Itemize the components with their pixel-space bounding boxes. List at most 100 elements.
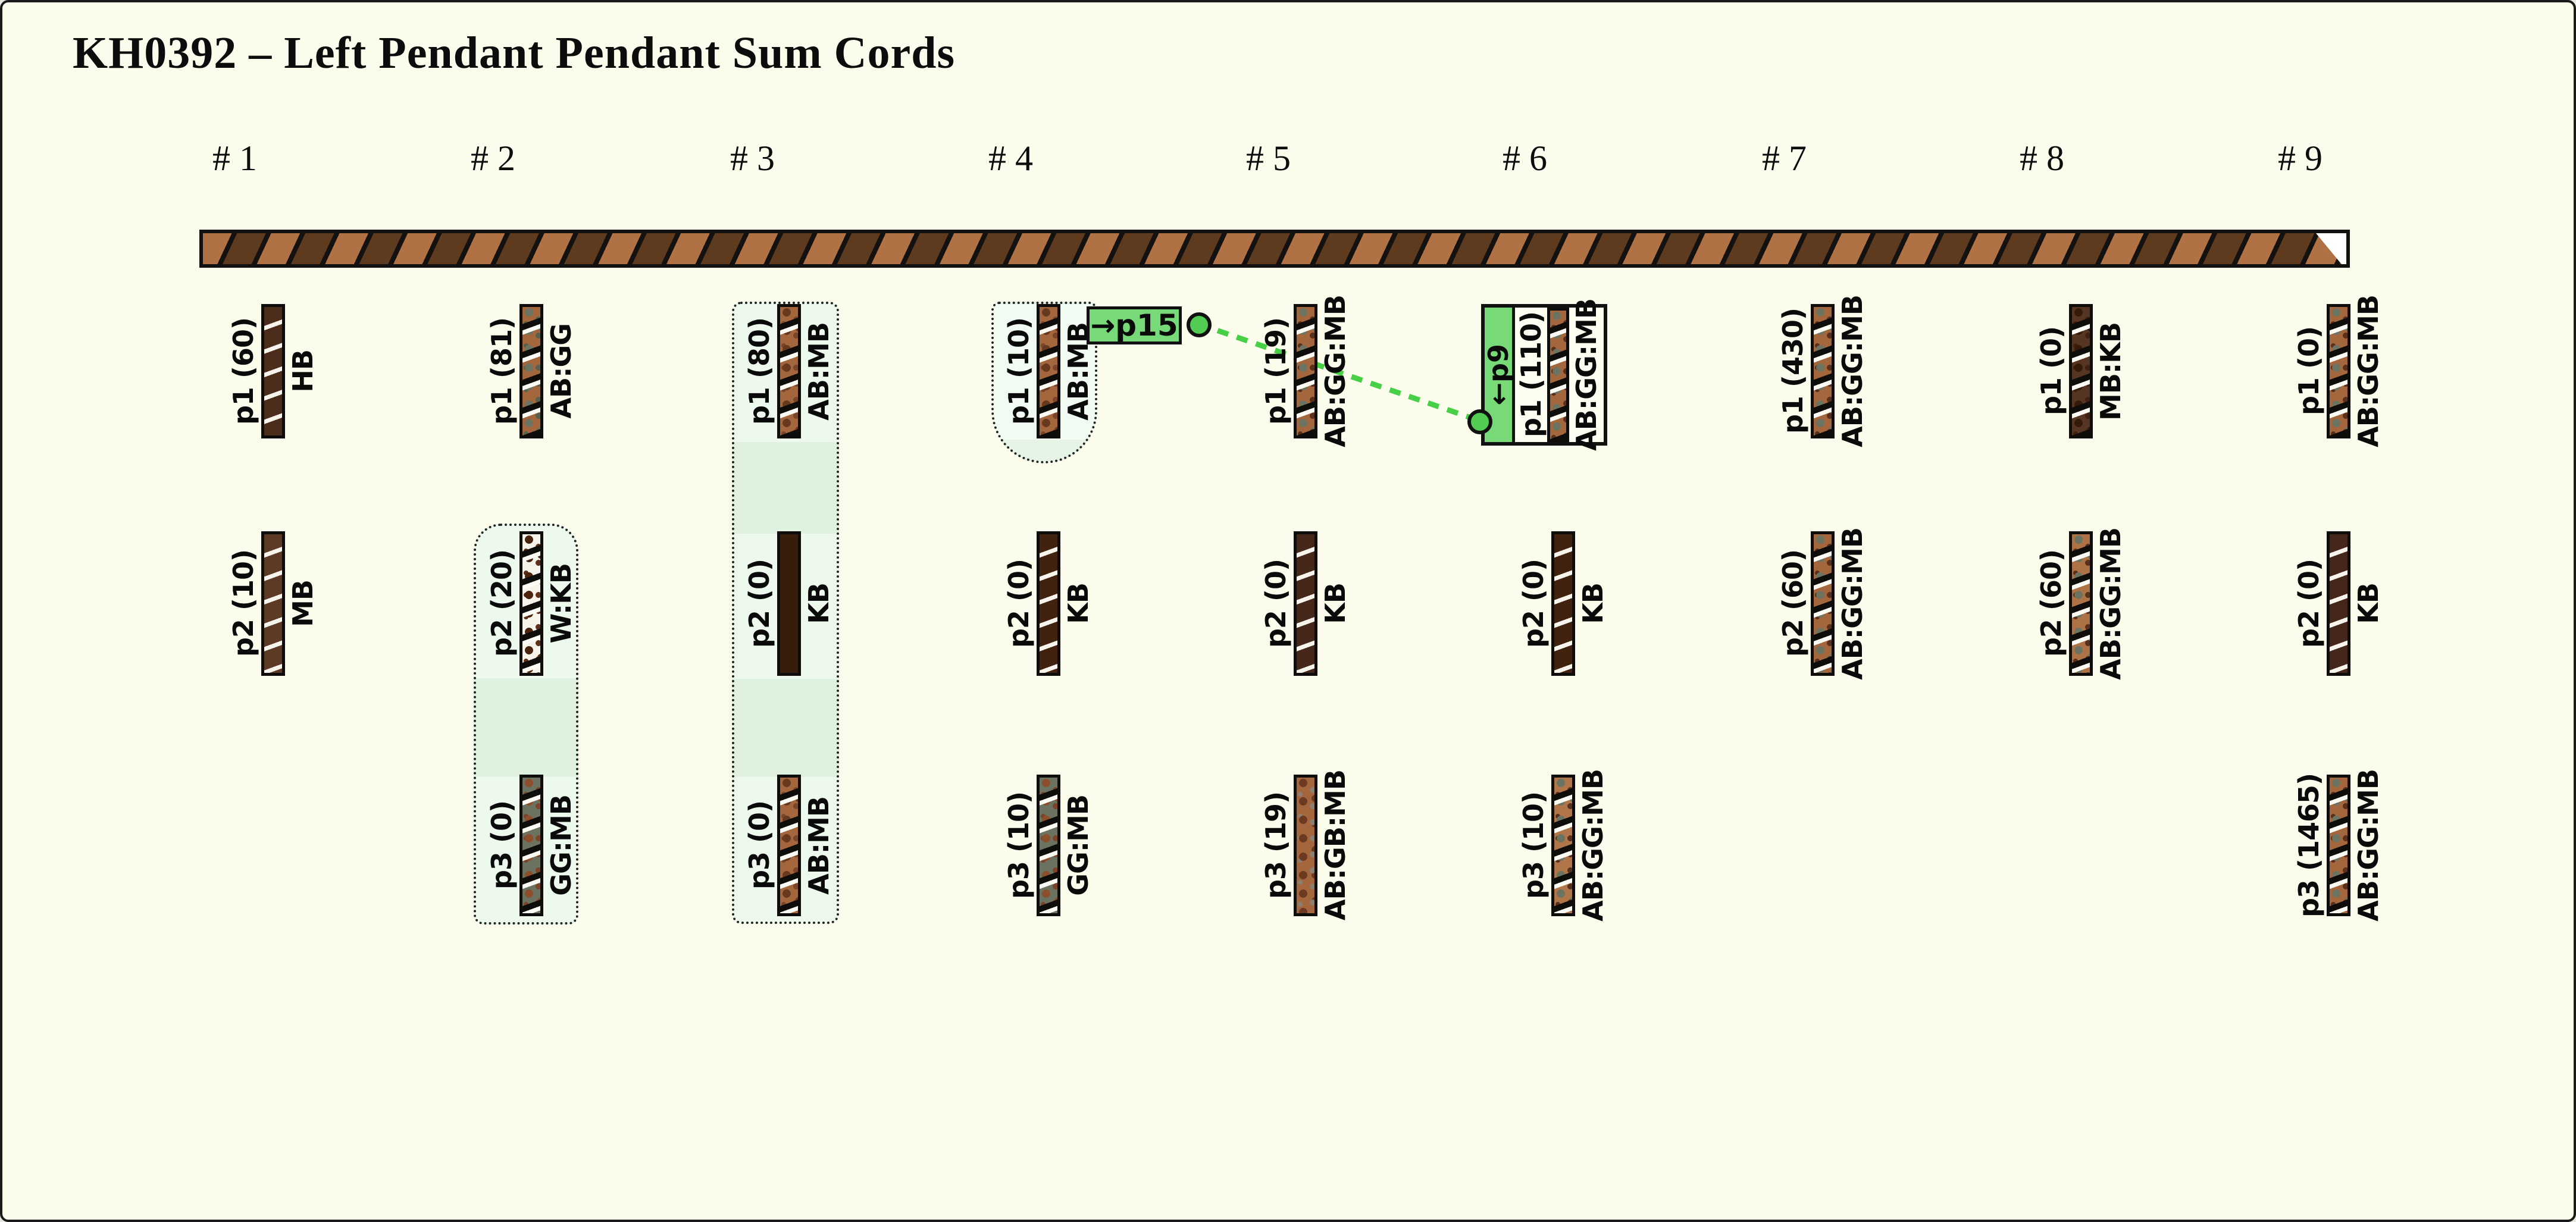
pendant-6-p2[interactable]: p2 (0) KB [1517,531,1609,676]
pendant-1-p2[interactable]: p2 (10) MB [227,531,319,676]
pendant-color-code: KB [1062,583,1094,624]
link-box-p15-label: →p15 [1090,308,1178,343]
pendant-color-code: AB:GG:MB [2352,295,2384,447]
pendant-8-p1[interactable]: p1 (0) MB:KB [2035,304,2127,438]
pendant-label: p2 (60) [2035,550,2067,657]
pendant-bar [777,531,801,676]
pendant-5-p2[interactable]: p2 (0) KB [1260,531,1351,676]
column-header-1: # 1 [212,139,257,178]
pendant-color-code: AB:GG:MB [1570,299,1603,451]
pendant-bar [2069,531,2093,676]
pendant-label: p1 (430) [1777,308,1809,434]
pendant-bar [1547,308,1570,442]
pendant-color-code: KB [1577,583,1609,624]
column-header-4: # 4 [988,139,1033,178]
link-box-p15[interactable]: →p15 [1087,306,1182,344]
pendant-bar [2069,304,2093,438]
pendant-6-p1-link-group[interactable]: ←p9 p1 (110) AB:GG:MB [1481,299,1607,451]
pendant-color-code: W:KB [545,563,577,644]
pendant-color-code: AB:MB [803,322,835,421]
pendant-color-code: MB:KB [2095,322,2127,421]
pendant-label: p3 (1465) [2293,773,2325,918]
pendant-label: p3 (19) [1260,791,1292,899]
pendant-3-p3[interactable]: p3 (0) AB:MB [743,775,835,916]
pendant-9-p2[interactable]: p2 (0) KB [2293,531,2384,676]
pendant-4-p1[interactable]: p1 (10) AB:MB [1003,304,1094,438]
pendant-color-code: AB:GG:MB [2352,769,2384,922]
pendant-label: p2 (20) [486,550,518,657]
pendant-color-code: AB:GG [545,324,577,419]
pendant-4-p3[interactable]: p3 (10) GG:MB [1003,775,1094,916]
pendant-bar [1294,775,1317,916]
pendant-label: p1 (0) [2035,327,2067,416]
pendant-color-code: KB [803,583,835,624]
pendant-2-p2[interactable]: p2 (20) W:KB [486,531,577,676]
pendant-color-code: AB:GG:MB [1836,295,1868,447]
pendant-color-code: KB [1319,583,1351,624]
pendant-bar [1294,304,1317,438]
pendant-label: p3 (10) [1517,791,1550,899]
link-endpoint-p15 [1187,312,1212,337]
pendant-9-p1[interactable]: p1 (0) AB:GG:MB [2293,295,2384,447]
column-header-2: # 2 [471,139,515,178]
primary-cord[interactable] [199,230,2350,268]
pendant-color-code: HB [287,350,319,393]
pendant-bar [261,304,285,438]
column-header-5: # 5 [1246,139,1291,178]
pendant-bar [2327,304,2350,438]
pendant-label: p1 (110) [1515,312,1548,438]
pendant-bar [1037,775,1060,916]
pendant-bar [2327,775,2350,916]
pendant-label: p2 (0) [2293,559,2325,648]
pendant-label-band: p1 (110) [1515,308,1547,442]
column-header-6: # 6 [1503,139,1547,178]
pendant-label: p1 (81) [486,317,518,425]
pendant-9-p3[interactable]: p3 (1465) AB:GG:MB [2293,769,2384,922]
pendant-bar [1551,775,1575,916]
pendant-label: p2 (0) [743,559,775,648]
column-header-3: # 3 [730,139,775,178]
pendant-bar [777,775,801,916]
pendant-color-code: AB:GG:MB [1577,769,1609,922]
pendant-bar [519,304,543,438]
pendant-bar [1037,304,1060,438]
pendant-bar [1811,531,1835,676]
page-title: KH0392 – Left Pendant Pendant Sum Cords [73,28,956,78]
pendant-label: p2 (10) [227,550,259,657]
pendant-5-p3[interactable]: p3 (19) AB:GB:MB [1260,770,1351,920]
pendant-bar [1294,531,1317,676]
column-header-8: # 8 [2020,139,2064,178]
pendant-bar [519,775,543,916]
pendant-2-p1[interactable]: p1 (81) AB:GG [486,304,577,438]
column-header-7: # 7 [1762,139,1807,178]
pendant-7-p1[interactable]: p1 (430) AB:GG:MB [1777,295,1868,447]
pendant-label: p1 (10) [1003,317,1035,425]
pendant-4-p2[interactable]: p2 (0) KB [1003,531,1094,676]
pendant-bar [777,304,801,438]
pendant-1-p1[interactable]: p1 (60) HB [227,304,319,438]
pendant-color-code: KB [2352,583,2384,624]
pendant-bar [1037,531,1060,676]
pendant-color-code: GG:MB [1062,795,1094,896]
pendant-label: p2 (0) [1260,559,1292,648]
pendant-5-p1[interactable]: p1 (19) AB:GG:MB [1260,295,1351,447]
pendant-bar [261,531,285,676]
pendant-8-p2[interactable]: p2 (60) AB:GG:MB [2035,528,2127,680]
pendant-color-code: MB [287,580,319,627]
pendant-7-p2[interactable]: p2 (60) AB:GG:MB [1777,528,1868,680]
pendant-bar [1811,304,1835,438]
pendant-color-code: AB:MB [803,796,835,895]
pendant-label: p1 (60) [227,317,259,425]
pendant-label: p2 (0) [1517,559,1550,648]
pendant-3-p1[interactable]: p1 (80) AB:MB [743,304,835,438]
pendant-color-code: AB:GG:MB [2095,527,2127,680]
pendant-color-code-band: AB:GG:MB [1569,299,1604,451]
pendant-3-p2[interactable]: p2 (0) KB [743,531,835,676]
pendant-6-p3[interactable]: p3 (10) AB:GG:MB [1517,769,1609,922]
pendant-2-p3[interactable]: p3 (0) GG:MB [486,775,577,916]
pendant-label: p3 (0) [486,801,518,890]
pendant-color-code: GG:MB [545,795,577,896]
pendant-label: p3 (10) [1003,791,1035,899]
pendant-label: p1 (0) [2293,327,2325,416]
